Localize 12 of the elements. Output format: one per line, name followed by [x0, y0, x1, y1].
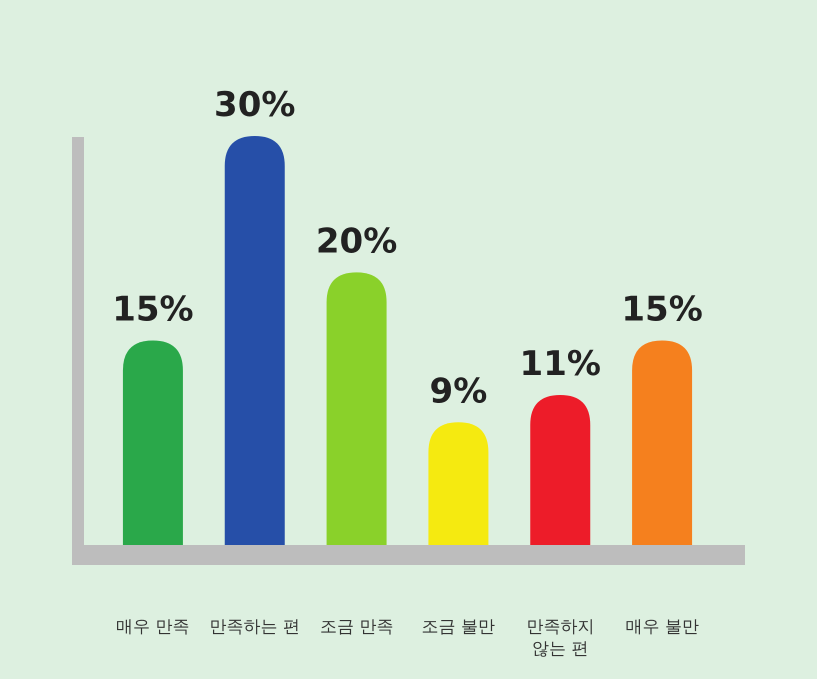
x-tick-label: 조금 만족 [320, 617, 394, 637]
data-label: 9% [430, 371, 488, 412]
data-label: 20% [316, 221, 398, 262]
x-tick-label: 만족하지 않는 편 [526, 617, 594, 659]
data-label: 11% [520, 344, 601, 384]
x-tick-label: 매우 만족 [116, 617, 190, 637]
x-tick-label: 매우 불만 [625, 617, 699, 637]
data-label: 15% [112, 290, 194, 330]
data-label: 15% [621, 290, 703, 330]
x-tick-label: 조금 불만 [422, 617, 496, 637]
data-label: 30% [214, 85, 296, 125]
x-tick-label: 만족하는 편 [210, 617, 300, 637]
